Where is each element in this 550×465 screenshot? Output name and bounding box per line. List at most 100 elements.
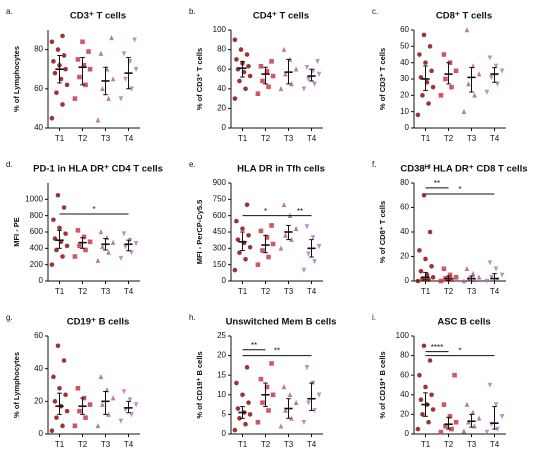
- point: [52, 399, 58, 404]
- point: [472, 92, 477, 98]
- significance-label: *: [458, 347, 461, 356]
- significance-label: **: [434, 179, 440, 188]
- point: [281, 384, 287, 390]
- x-tick-label: T1: [421, 440, 431, 449]
- point: [493, 402, 499, 408]
- panel-label: f.: [372, 160, 376, 169]
- y-tick-label: 40: [217, 84, 226, 93]
- point: [83, 82, 88, 88]
- x-tick-label: T3: [101, 134, 111, 143]
- point: [438, 429, 444, 435]
- point: [61, 205, 67, 210]
- point: [55, 343, 61, 349]
- point: [49, 39, 55, 45]
- point: [484, 89, 490, 95]
- point: [472, 423, 477, 429]
- panel-title: CD4⁺ T cells: [253, 11, 309, 22]
- point: [60, 102, 65, 107]
- x-tick-label: T3: [284, 134, 294, 143]
- point: [312, 259, 317, 265]
- significance-label: **: [274, 347, 280, 356]
- x-tick-label: T4: [490, 440, 500, 449]
- point: [234, 57, 239, 62]
- point: [121, 389, 127, 395]
- point: [83, 415, 88, 420]
- point: [293, 225, 299, 232]
- point: [438, 278, 444, 284]
- significance-label: ****: [431, 343, 443, 352]
- x-tick-label: T3: [467, 440, 477, 449]
- point: [129, 250, 134, 256]
- point: [430, 84, 436, 90]
- point: [100, 243, 105, 249]
- panel: e. HLA DR in Tfh cells MFI - PerCP-Cy5.5 0 1…: [189, 160, 325, 296]
- point: [489, 75, 494, 81]
- point: [63, 231, 68, 236]
- point: [304, 365, 310, 371]
- y-axis-label: % of CD3⁺ T cells: [195, 48, 204, 110]
- x-tick-label: T2: [444, 440, 454, 449]
- point: [281, 201, 287, 208]
- point: [54, 415, 59, 420]
- point: [430, 275, 436, 280]
- point: [63, 392, 68, 398]
- point: [72, 254, 78, 259]
- point: [487, 55, 493, 61]
- point: [246, 400, 251, 405]
- panel-label: c.: [372, 7, 378, 16]
- point: [493, 63, 499, 69]
- point: [260, 78, 265, 84]
- point: [304, 64, 310, 71]
- point: [423, 384, 428, 390]
- point: [484, 278, 490, 284]
- point: [289, 81, 294, 87]
- point: [426, 101, 431, 106]
- point: [75, 385, 81, 391]
- point: [470, 409, 476, 415]
- y-tick-label: 50: [400, 41, 409, 50]
- point: [55, 192, 61, 198]
- point: [270, 73, 276, 79]
- point: [476, 274, 482, 280]
- point: [54, 90, 59, 96]
- x-tick-label: T2: [78, 440, 88, 449]
- point: [55, 47, 61, 52]
- point: [129, 86, 134, 92]
- x-tick-label: T4: [307, 440, 317, 449]
- point: [51, 374, 56, 380]
- point: [281, 46, 287, 52]
- y-tick-label: 60: [400, 370, 409, 379]
- point: [264, 384, 270, 390]
- y-tick-label: 80: [34, 45, 43, 54]
- point: [98, 229, 104, 235]
- point: [258, 376, 264, 382]
- point: [417, 248, 422, 253]
- point: [118, 96, 124, 102]
- point: [315, 59, 320, 65]
- point: [246, 232, 251, 238]
- point: [255, 419, 261, 425]
- point: [104, 387, 110, 393]
- point: [238, 47, 244, 52]
- point: [57, 225, 62, 231]
- point: [427, 44, 433, 49]
- y-tick-label: 300: [213, 243, 227, 252]
- panel: g. CD19⁺ B cells % of Lymphocytes 0 20 40 60 T1…: [6, 313, 140, 449]
- point: [121, 231, 127, 237]
- point: [306, 400, 311, 406]
- point: [61, 358, 67, 363]
- point: [232, 427, 238, 433]
- point: [441, 52, 447, 57]
- point: [246, 63, 251, 69]
- point: [244, 52, 250, 57]
- point: [453, 419, 459, 425]
- point: [449, 277, 454, 283]
- point: [427, 358, 433, 363]
- point: [304, 224, 310, 230]
- y-tick-label: 600: [213, 211, 227, 220]
- point: [487, 260, 493, 266]
- point: [441, 402, 447, 407]
- point: [489, 275, 494, 281]
- point: [499, 272, 505, 278]
